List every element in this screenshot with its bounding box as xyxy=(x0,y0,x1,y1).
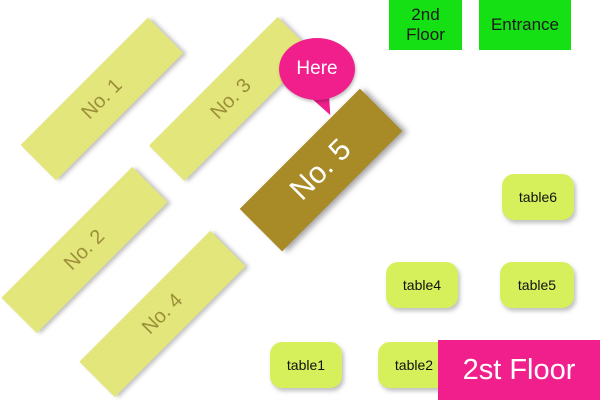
floor-indicator-label: 2st Floor xyxy=(462,353,576,386)
table-4[interactable]: table4 xyxy=(386,262,458,308)
second-floor-label: 2nd Floor xyxy=(406,5,445,44)
shelf-no-1-label: No. 1 xyxy=(76,73,127,124)
shelf-no-2-label: No. 2 xyxy=(59,224,109,275)
table-5[interactable]: table5 xyxy=(500,262,574,308)
table-1[interactable]: table1 xyxy=(270,342,342,388)
entrance-button[interactable]: Entrance xyxy=(479,0,571,50)
floor-indicator: 2st Floor xyxy=(438,340,600,400)
table-4-label: table4 xyxy=(402,277,442,293)
second-floor-button[interactable]: 2nd Floor xyxy=(389,0,462,50)
table-2-label: table2 xyxy=(394,357,434,373)
table-1-label: table1 xyxy=(286,357,326,373)
table-6[interactable]: table6 xyxy=(502,174,574,220)
shelf-no-4-label: No. 4 xyxy=(137,288,187,339)
location-pin-bubble: Here xyxy=(279,38,355,100)
current-location-label: Here xyxy=(296,58,338,79)
entrance-label: Entrance xyxy=(490,15,560,35)
table-6-label: table6 xyxy=(518,189,558,205)
table-5-label: table5 xyxy=(517,277,557,293)
shelf-no-5-label: No. 5 xyxy=(283,132,358,207)
current-location-marker: Here xyxy=(279,38,357,119)
shelf-no-3-label: No. 3 xyxy=(205,73,256,124)
